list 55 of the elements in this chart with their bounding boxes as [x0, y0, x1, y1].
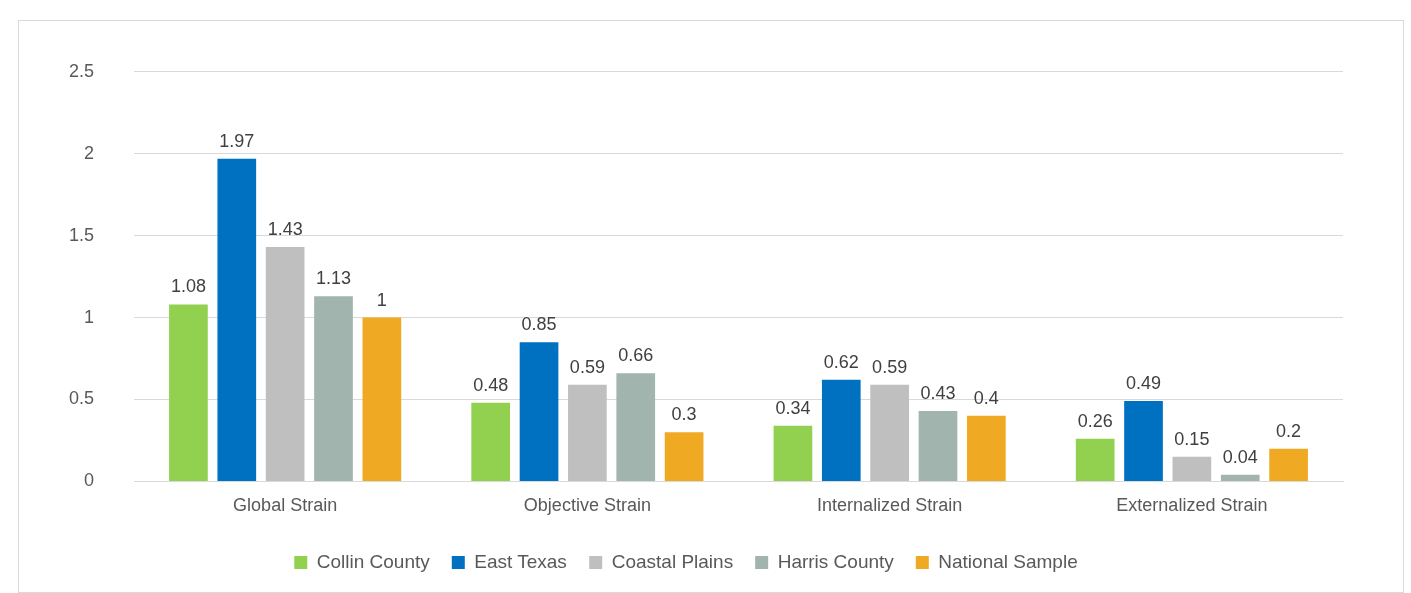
- data-label: 0.49: [1126, 373, 1162, 394]
- bar: [1269, 448, 1308, 481]
- bar: [362, 317, 402, 481]
- x-tick-label: Externalized Strain: [1116, 495, 1268, 516]
- legend-label: Coastal Plains: [611, 550, 734, 572]
- data-label: 0.43: [920, 382, 956, 403]
- bar: [568, 384, 607, 481]
- legend-label: National Sample: [938, 550, 1078, 572]
- bar: [1075, 438, 1115, 481]
- bar: [1220, 474, 1260, 481]
- bar: [918, 410, 958, 481]
- x-tick-label: Objective Strain: [523, 495, 651, 516]
- data-label: 1.97: [219, 130, 255, 151]
- y-tick-label: 2.5: [68, 60, 95, 81]
- bar: [1172, 456, 1212, 481]
- bar: [664, 432, 704, 481]
- y-tick-label: 0.5: [68, 388, 95, 409]
- data-label: 0.62: [823, 351, 859, 372]
- data-label: 0.04: [1222, 446, 1258, 467]
- legend-label: Collin County: [316, 550, 431, 572]
- y-tick-label: 0: [84, 470, 95, 491]
- data-label: 0.3: [671, 404, 697, 425]
- legend-label: East Texas: [474, 550, 567, 572]
- y-tick-label: 2: [84, 142, 95, 163]
- x-tick-label: Internalized Strain: [817, 495, 963, 516]
- bar: [821, 379, 861, 481]
- bar: [870, 384, 909, 481]
- y-tick-label: 1.5: [68, 224, 95, 245]
- bar: [773, 425, 813, 481]
- bar: [967, 415, 1006, 481]
- data-label: 0.66: [618, 345, 654, 366]
- bar: [616, 373, 656, 481]
- bar: [217, 158, 257, 481]
- data-label: 0.85: [521, 314, 557, 335]
- bar: [314, 296, 353, 481]
- bar: [471, 402, 511, 481]
- data-label: 1.13: [315, 268, 352, 289]
- bar: [265, 247, 305, 481]
- x-tick-label: Global Strain: [233, 495, 338, 516]
- data-label: 0.15: [1174, 428, 1210, 449]
- data-label: 0.26: [1077, 410, 1113, 431]
- data-label: 0.48: [473, 374, 509, 395]
- data-label: 1: [376, 289, 387, 310]
- data-label: 0.4: [973, 387, 999, 408]
- data-label: 0.59: [872, 356, 908, 377]
- bar: [169, 304, 208, 481]
- data-label: 0.2: [1276, 420, 1302, 441]
- bar: [1124, 401, 1163, 481]
- data-label: 0.34: [775, 397, 811, 418]
- data-label: 0.59: [569, 356, 605, 377]
- y-tick-label: 1: [84, 306, 95, 327]
- data-label: 1.43: [267, 219, 303, 240]
- legend-label: Harris County: [777, 550, 895, 572]
- data-label: 1.08: [170, 276, 206, 297]
- bar: [519, 342, 559, 481]
